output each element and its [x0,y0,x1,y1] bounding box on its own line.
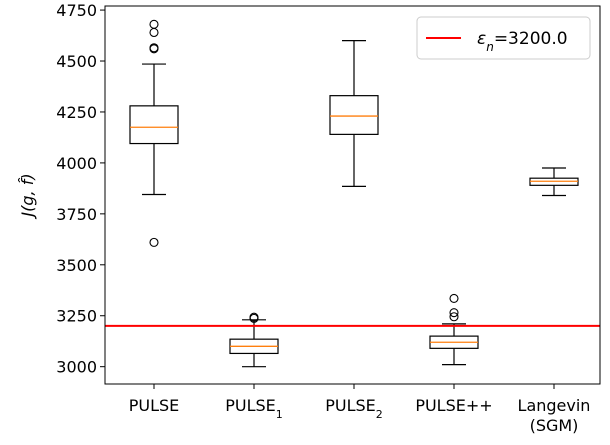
box-group [129,19,179,247]
x-axis: PULSE PULSE1 PULSE2 PULSE++ Langevin(SGM) [129,384,591,435]
outlier-point [149,19,159,29]
legend-entry-label: εn=3200.0 [477,29,568,54]
outlier-point [249,312,259,322]
outlier-point [149,27,159,38]
outlier-point [449,293,459,303]
x-tick-label: PULSE1 [225,396,283,421]
y-tick-label: 3000 [56,358,97,377]
y-axis: 3000 3250 3500 3750 4000 4250 4500 4750 [56,1,105,377]
box-group [229,312,279,368]
y-tick-label: 4000 [56,154,97,173]
plot-area [129,19,579,368]
y-tick-label: 4750 [56,1,97,20]
box-group [529,167,579,197]
box-group [429,293,479,366]
y-axis-label: J(g, f̂) [18,173,37,219]
y-tick-label: 3750 [56,205,97,224]
outlier-point [149,43,159,53]
y-tick-label: 4250 [56,103,97,122]
box-group [329,40,379,187]
y-tick-label: 3500 [56,256,97,275]
y-tick-label: 3250 [56,307,97,326]
y-tick-label: 4500 [56,52,97,71]
legend: εn=3200.0 [416,16,591,60]
axes-frame [104,5,601,385]
outlier-point [449,312,459,322]
box-iqr [129,105,179,145]
x-tick-label: PULSE [129,396,180,415]
x-tick-label-line2: (SGM) [530,416,579,435]
box-iqr [329,95,379,135]
x-tick-label: PULSE++ [415,396,492,415]
legend-box [416,16,591,60]
outlier-point [149,237,159,247]
outlier-point [449,308,459,318]
x-tick-label: Langevin [518,396,591,415]
x-tick-label: PULSE2 [325,396,383,421]
